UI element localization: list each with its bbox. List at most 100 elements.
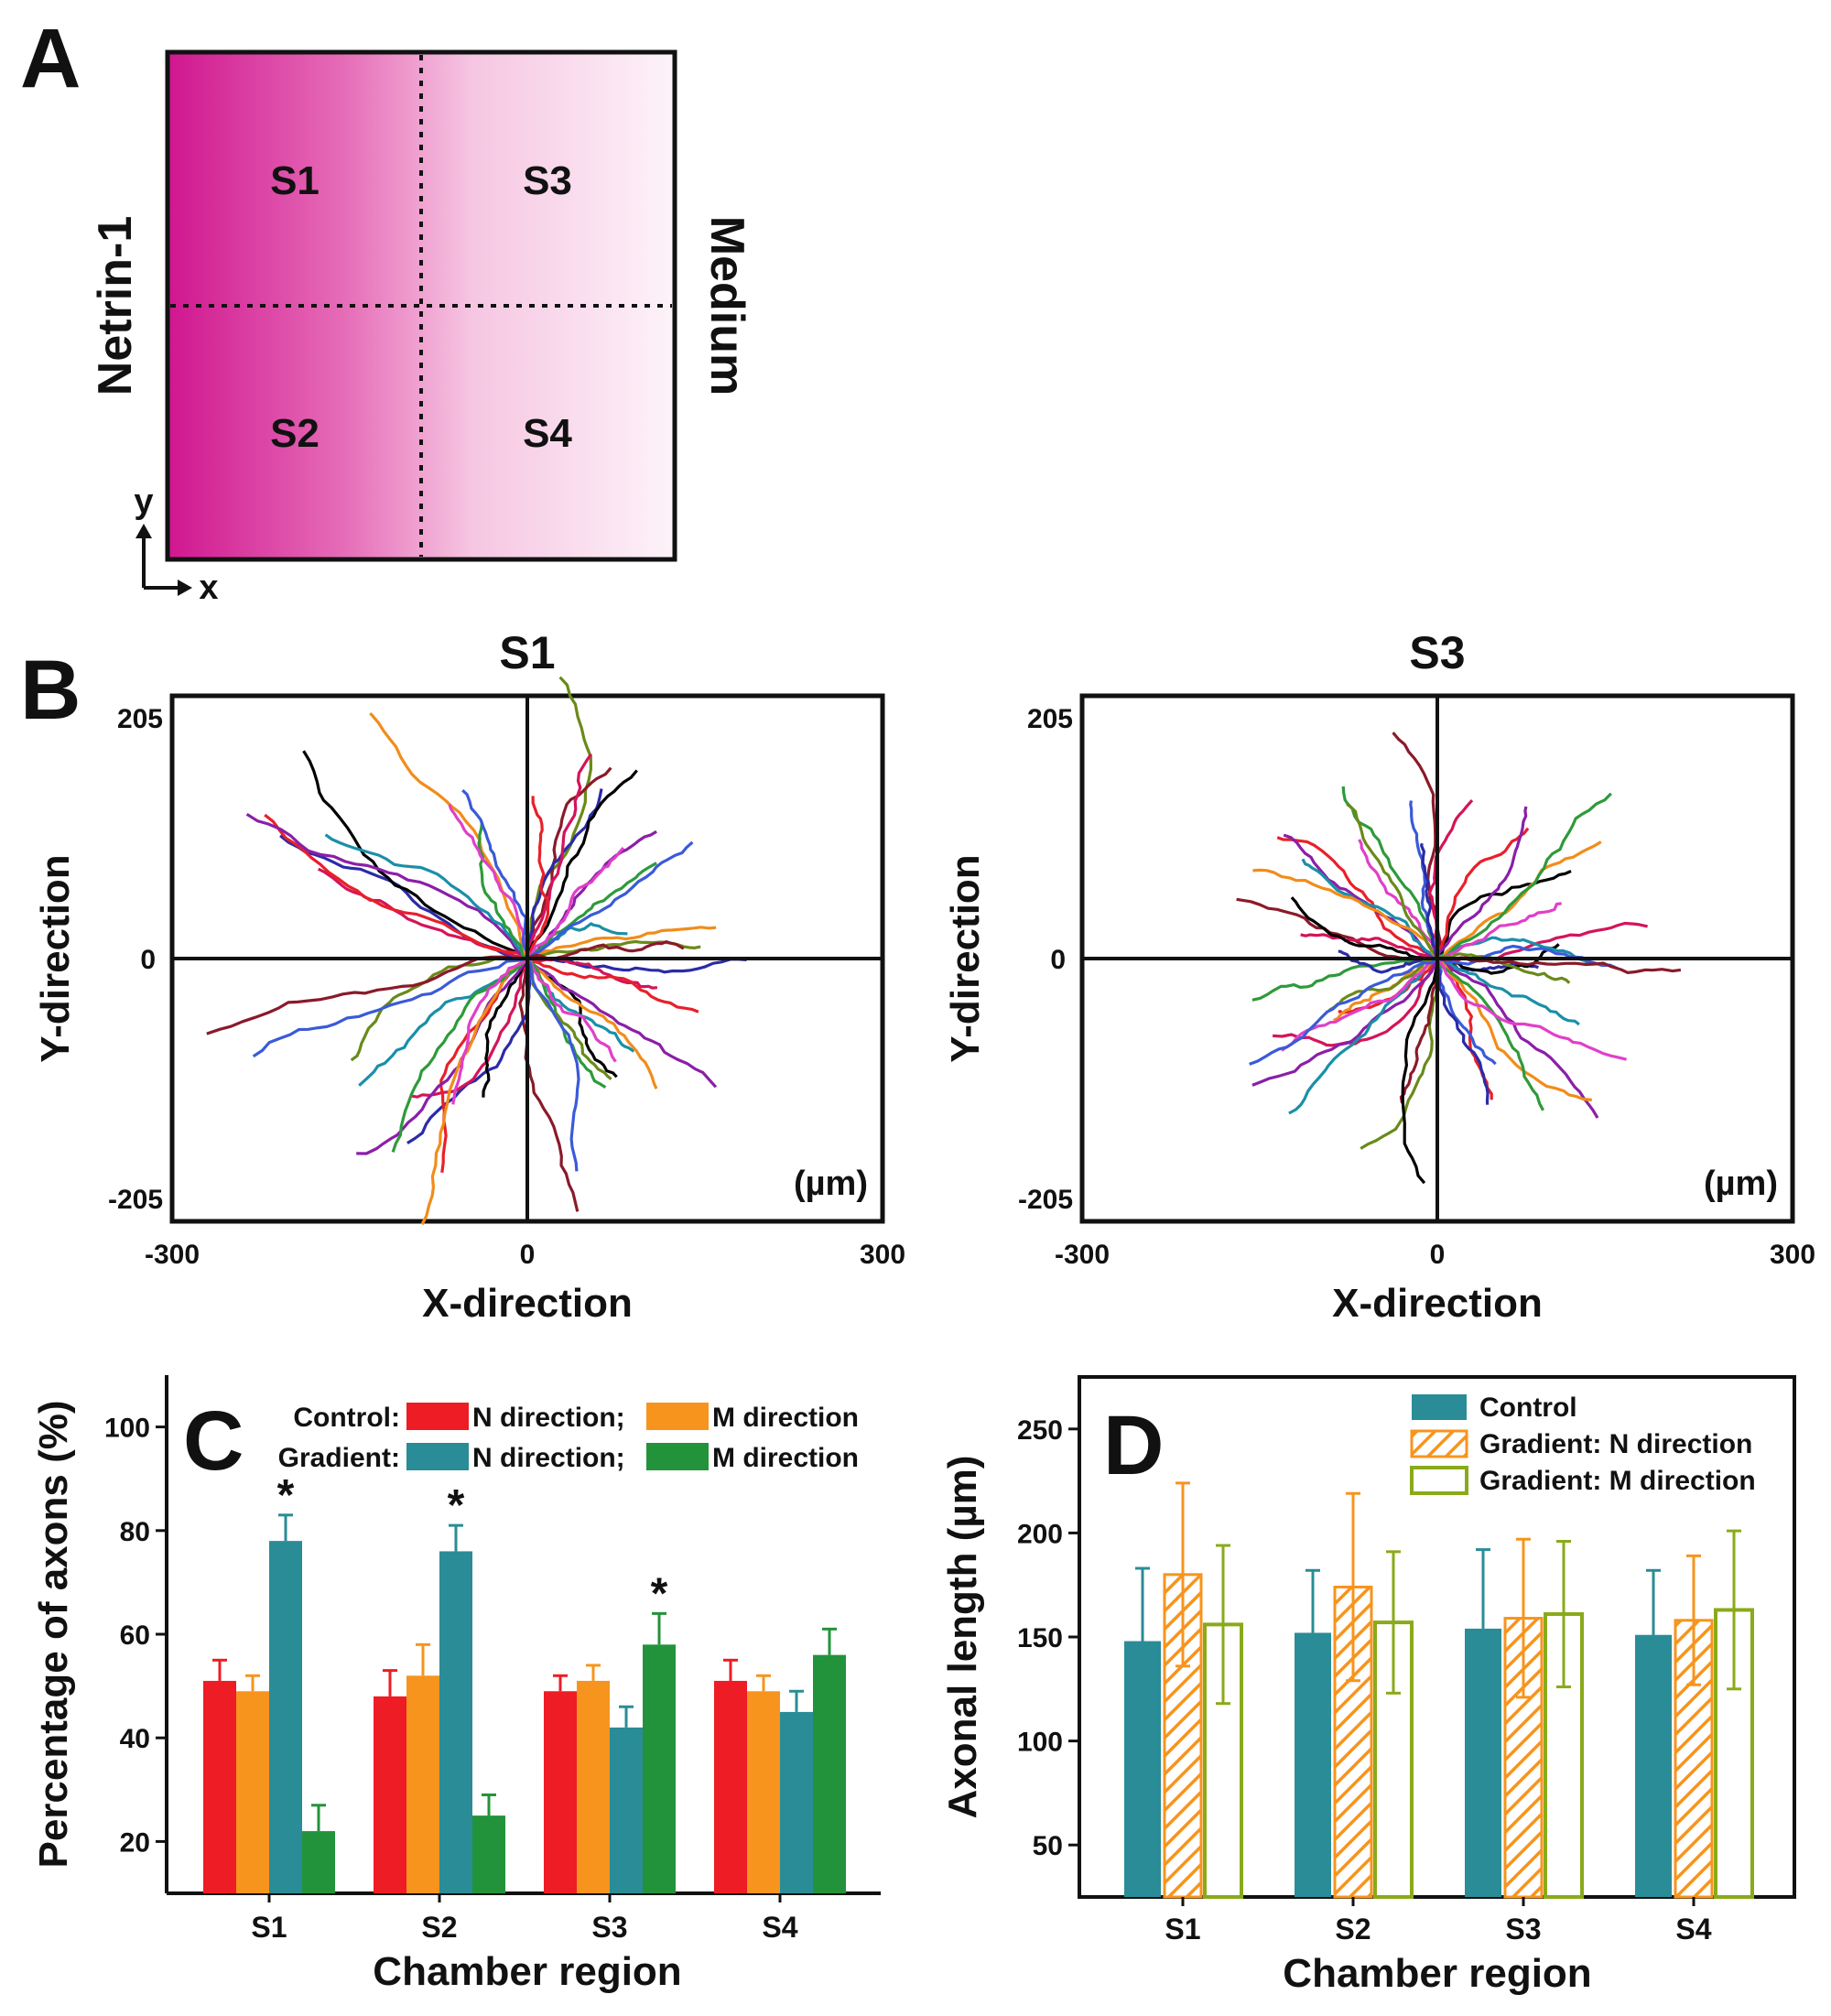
axon-trace [1436, 902, 1562, 960]
category-label: S1 [251, 1911, 287, 1944]
axon-trace [451, 957, 529, 1105]
bar [780, 1711, 813, 1893]
axon-trace [1401, 958, 1439, 1185]
x-tick: 0 [1430, 1240, 1446, 1270]
axon-trace [1399, 958, 1440, 1104]
y-axis-title: Y-direction [943, 854, 988, 1062]
axon-trace [525, 957, 617, 1063]
xy-axis-indicator: y x [134, 482, 218, 607]
axon-trace [1300, 933, 1438, 960]
netrin-label: Netrin-1 [89, 216, 142, 396]
y-tick: 0 [140, 945, 156, 975]
axon-trace [1272, 958, 1439, 1047]
axon-trace [525, 957, 658, 1089]
quadrant-s4: S4 [523, 411, 572, 456]
category-label: S4 [1675, 1913, 1711, 1946]
legend: Control: N direction; M direction Gradient:… [278, 1403, 859, 1473]
axon-trace [1436, 936, 1594, 966]
bar [374, 1696, 406, 1893]
axon-trace [1436, 957, 1599, 1119]
panel-d-letter: D [1103, 1399, 1164, 1492]
axon-trace [526, 840, 694, 960]
y-tick: 0 [1050, 945, 1066, 975]
significance-marker: * [448, 1481, 465, 1530]
bars [1124, 1481, 1754, 1900]
x-tick: 0 [520, 1240, 536, 1270]
category-label: S4 [762, 1911, 797, 1944]
axon-trace [245, 812, 528, 960]
panel-b-letter: B [20, 644, 81, 737]
axon-trace [420, 957, 528, 1226]
y-tick: -205 [108, 1185, 163, 1215]
legend-label: N direction; [472, 1403, 625, 1433]
axon-trace [369, 711, 529, 959]
y-tick-label: 100 [104, 1414, 150, 1444]
bar [714, 1680, 747, 1893]
axon-trace [525, 796, 550, 959]
axon-trace [1436, 792, 1612, 960]
panel-a-letter: A [20, 12, 81, 105]
axon-trace [525, 958, 580, 1172]
axon-trace [1436, 840, 1602, 960]
legend-swatch [646, 1443, 709, 1470]
legend-label: Gradient: N direction [1479, 1429, 1752, 1459]
axon-trace [461, 789, 529, 959]
axon-trace [1276, 836, 1439, 960]
axon-trace [525, 847, 625, 960]
trace-plot-s1: S1 205 0 -205 -300 0 300 (µm) X-directio… [33, 627, 905, 1326]
axon-trace [1436, 956, 1682, 974]
axon-trace [264, 813, 528, 960]
significance-marker: * [277, 1471, 295, 1520]
axon-trace [1249, 957, 1438, 1066]
legend-swatch [646, 1403, 709, 1430]
y-tick: 205 [117, 704, 163, 734]
y-axis-title: Axonal length (µm) [940, 1456, 985, 1819]
y-axis-title: Percentage of axons (%) [31, 1400, 76, 1868]
trace-plot-title: S3 [1409, 627, 1465, 678]
x-tick: 300 [1770, 1240, 1815, 1270]
axon-trace [1436, 958, 1490, 1105]
y-tick-label: 100 [1017, 1728, 1063, 1758]
x-tick: 300 [860, 1240, 905, 1270]
panel-d: 50 100 150 200 250 D Control Gradient: N dire… [940, 1375, 1796, 1996]
bar [472, 1815, 505, 1893]
legend-label: Control [1479, 1393, 1577, 1423]
category-label: S2 [421, 1911, 457, 1944]
legend-swatch [406, 1443, 469, 1470]
axon-trace [526, 926, 717, 960]
x-axis-title: X-direction [1332, 1281, 1543, 1326]
bar [610, 1727, 643, 1893]
legend-swatch [1410, 1466, 1468, 1495]
axis-y-label: y [134, 482, 153, 521]
legend-label: N direction; [472, 1443, 625, 1473]
quadrant-s2: S2 [270, 411, 320, 456]
y-tick-label: 20 [120, 1827, 150, 1858]
x-tick: -300 [1055, 1240, 1110, 1270]
axon-traces [206, 676, 747, 1226]
axon-trace [525, 788, 603, 959]
x-axis-title: Chamber region [1283, 1951, 1591, 1996]
x-ticks: S1 S2 S3 S4 [1165, 1897, 1712, 1946]
bars: * * * [203, 1471, 846, 1893]
bar [747, 1691, 780, 1893]
axis-x-label: x [199, 569, 218, 607]
y-tick-label: 60 [120, 1620, 150, 1651]
axon-trace [525, 957, 718, 1089]
category-label: S3 [591, 1911, 627, 1944]
bar [302, 1831, 335, 1893]
axon-trace [1288, 957, 1438, 1115]
axon-trace [1436, 806, 1528, 959]
axon-trace [1436, 958, 1627, 1061]
y-tick-label: 50 [1033, 1831, 1063, 1861]
bar [643, 1644, 676, 1893]
axon-trace [526, 957, 699, 1013]
unit-label: (µm) [794, 1165, 868, 1203]
y-ticks: 20 40 60 80 100 [104, 1414, 167, 1858]
bar [406, 1675, 439, 1893]
trace-plot-title: S1 [499, 627, 555, 678]
axon-trace [350, 955, 528, 1062]
bar [203, 1680, 236, 1893]
axon-trace [1346, 802, 1439, 959]
bar [544, 1691, 577, 1893]
